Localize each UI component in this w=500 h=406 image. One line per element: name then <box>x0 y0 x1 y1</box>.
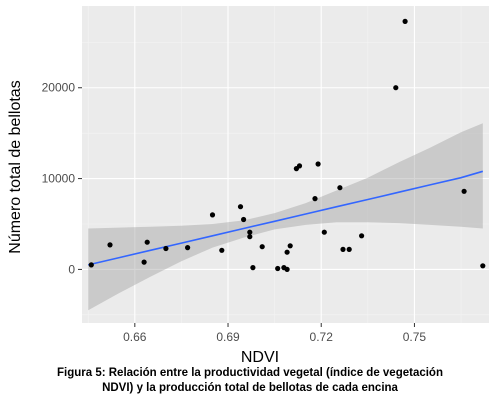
data-point <box>144 239 150 245</box>
y-axis-ticks: 0 10000 20000 <box>42 81 82 276</box>
x-axis-ticks: 0.66 0.69 0.72 0.75 <box>123 323 426 344</box>
data-point <box>321 229 327 235</box>
x-tick-label: 0.72 <box>310 330 334 344</box>
data-point <box>402 18 408 24</box>
minor-gridlines <box>82 6 489 323</box>
data-point <box>241 216 247 223</box>
data-points <box>88 18 486 272</box>
data-point <box>393 85 399 91</box>
data-point <box>340 246 346 252</box>
data-point <box>259 244 265 250</box>
data-point <box>247 229 253 235</box>
data-point <box>480 263 486 269</box>
y-tick-label: 10000 <box>42 172 76 186</box>
confidence-band <box>88 123 483 311</box>
regression-line <box>88 170 484 266</box>
x-tick-label: 0.69 <box>216 330 240 344</box>
y-tick-label: 0 <box>68 262 75 276</box>
data-point <box>359 233 365 239</box>
data-point <box>219 247 225 253</box>
data-point <box>275 265 281 272</box>
data-point <box>461 188 467 194</box>
y-axis-label: Número total de bellotas <box>7 80 24 253</box>
data-point <box>284 266 290 272</box>
caption-line-2: NDVI) y la producción total de bellotas … <box>102 382 398 394</box>
x-tick-label: 0.75 <box>403 330 427 344</box>
data-point <box>296 163 303 169</box>
data-point <box>209 212 216 218</box>
x-axis-label: NDVI <box>241 349 279 366</box>
data-point <box>337 185 343 191</box>
data-point <box>312 196 318 202</box>
data-point <box>247 234 253 240</box>
data-point <box>346 246 352 252</box>
data-point <box>185 245 191 251</box>
data-point <box>250 265 256 271</box>
x-tick-label: 0.66 <box>123 330 147 344</box>
data-point <box>107 242 113 248</box>
y-tick-label: 20000 <box>42 81 76 95</box>
data-point <box>287 243 293 249</box>
data-point <box>315 161 321 167</box>
data-point <box>237 204 244 210</box>
data-point <box>88 262 94 268</box>
data-point <box>163 245 169 252</box>
figure-caption: Figura 5: Relación entre la productivida… <box>0 366 500 396</box>
data-point <box>284 249 290 255</box>
caption-line-1: Figura 5: Relación entre la productivida… <box>57 367 443 379</box>
data-point <box>141 259 147 265</box>
